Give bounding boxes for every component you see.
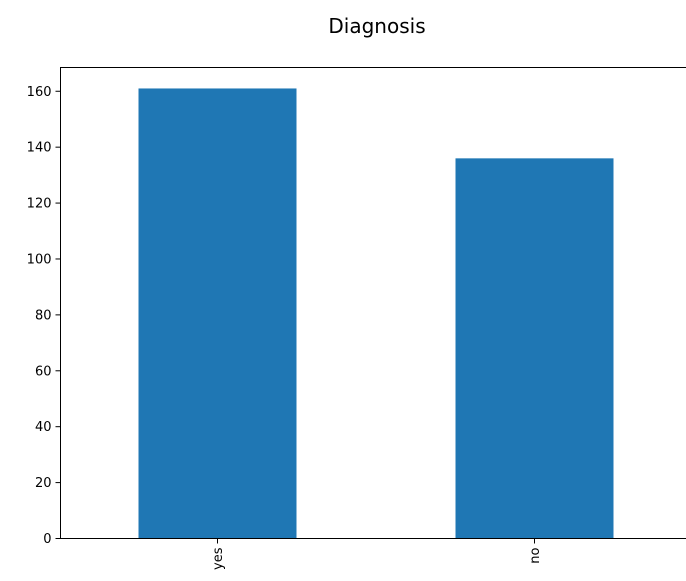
plot-frame: [60, 67, 686, 539]
bars-group: [138, 88, 614, 539]
x-tick-label-no: no: [528, 547, 543, 563]
y-tick-label: 60: [35, 364, 52, 379]
chart-title: Diagnosis: [328, 14, 425, 38]
bar-no: [455, 158, 614, 539]
y-tick-label: 140: [27, 141, 52, 156]
bar-yes: [138, 88, 297, 539]
y-axis: 0 20 40 60 80 100 120 140 160: [27, 85, 61, 547]
y-tick-label: 40: [35, 420, 52, 435]
y-tick-label: 160: [27, 85, 52, 100]
y-tick-label: 120: [27, 197, 52, 212]
x-tick-label-yes: yes: [211, 547, 226, 570]
y-tick-label: 80: [35, 308, 52, 323]
y-tick-label: 20: [35, 476, 52, 491]
x-axis: yes no: [211, 538, 543, 570]
y-tick-label: 0: [43, 532, 51, 547]
y-tick-label: 100: [27, 252, 52, 267]
